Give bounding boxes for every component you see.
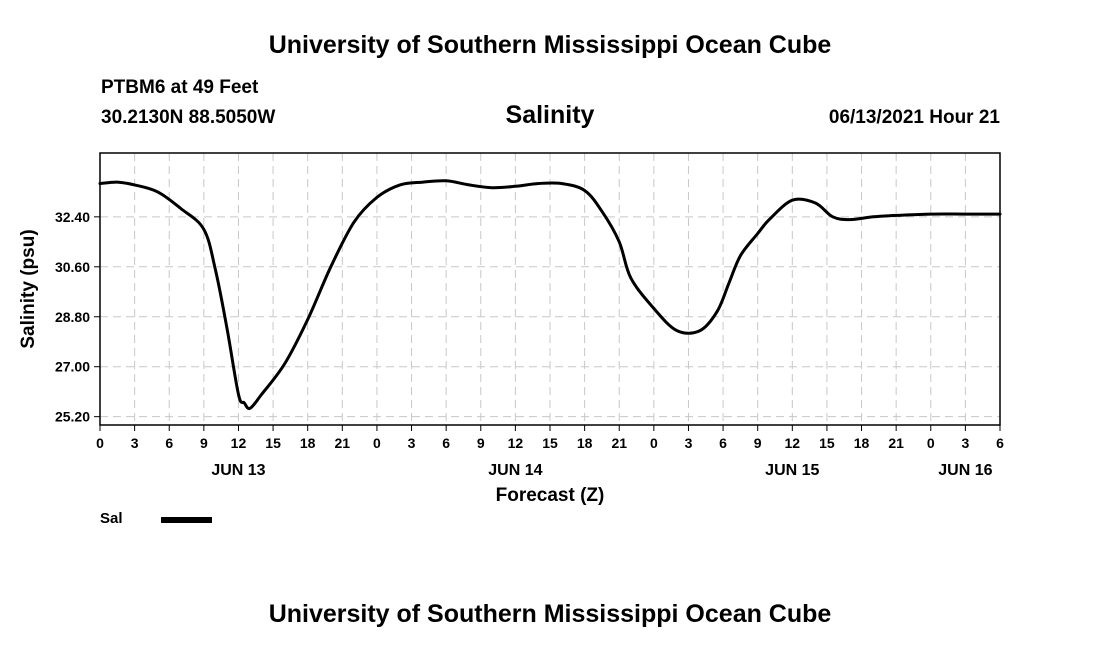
- x-tick-label: 3: [961, 435, 969, 451]
- x-tick-label: 9: [200, 435, 208, 451]
- x-tick-label: 12: [508, 435, 524, 451]
- grid-lines: [100, 153, 1000, 425]
- x-tick-label: 6: [719, 435, 727, 451]
- axis-labels: 0 3 6 9 12 15 18 21 0 3 6 9 12 15 18 21 0 3 6 9 12 15 18 21 0 3 6J…: [55, 209, 1004, 479]
- chart-title: Salinity: [505, 101, 595, 129]
- x-axis-title: Forecast (Z): [496, 485, 605, 506]
- x-tick-label: 15: [265, 435, 281, 451]
- legend-label-sal: Sal: [100, 510, 123, 527]
- axis-ticks: [94, 216, 1001, 431]
- x-tick-label: 9: [477, 435, 485, 451]
- x-day-label: JUN 14: [488, 462, 542, 479]
- x-tick-label: 21: [888, 435, 904, 451]
- x-tick-label: 3: [685, 435, 693, 451]
- x-tick-label: 15: [819, 435, 835, 451]
- series-line-sal: [98, 179, 1002, 411]
- plot-frame: [99, 152, 1001, 426]
- y-axis-title: Salinity (psu): [18, 229, 39, 348]
- x-tick-label: 18: [577, 435, 593, 451]
- y-tick-label: 30.60: [55, 259, 90, 275]
- x-day-label: JUN 15: [765, 462, 819, 479]
- y-tick-label: 32.40: [55, 209, 90, 225]
- y-tick-label: 27.00: [55, 359, 90, 375]
- coordinates-label: 30.2130N 88.5050W: [101, 107, 276, 128]
- y-tick-label: 25.20: [55, 409, 90, 425]
- page-title: University of Southern Mississippi Ocean…: [268, 31, 832, 59]
- x-tick-label: 6: [165, 435, 173, 451]
- x-tick-label: 21: [335, 435, 351, 451]
- station-label: PTBM6 at 49 Feet: [101, 77, 259, 98]
- x-tick-label: 0: [927, 435, 935, 451]
- x-tick-label: 9: [754, 435, 762, 451]
- y-tick-label: 28.80: [55, 309, 90, 325]
- x-tick-label: 6: [996, 435, 1004, 451]
- x-day-label: JUN 16: [938, 462, 992, 479]
- x-day-label: JUN 13: [211, 462, 265, 479]
- x-tick-label: 18: [300, 435, 316, 451]
- x-tick-label: 18: [854, 435, 870, 451]
- x-tick-label: 0: [373, 435, 381, 451]
- footer-title: University of Southern Mississippi Ocean…: [268, 600, 832, 628]
- x-tick-label: 6: [442, 435, 450, 451]
- forecast-timestamp: 06/13/2021 Hour 21: [828, 107, 1000, 128]
- x-tick-label: 12: [785, 435, 801, 451]
- x-tick-label: 12: [231, 435, 247, 451]
- series-layer: [98, 179, 1002, 411]
- x-tick-label: 3: [408, 435, 416, 451]
- x-tick-label: 0: [650, 435, 658, 451]
- x-tick-label: 21: [611, 435, 627, 451]
- x-tick-label: 0: [96, 435, 104, 451]
- x-tick-label: 15: [542, 435, 558, 451]
- x-tick-label: 3: [131, 435, 139, 451]
